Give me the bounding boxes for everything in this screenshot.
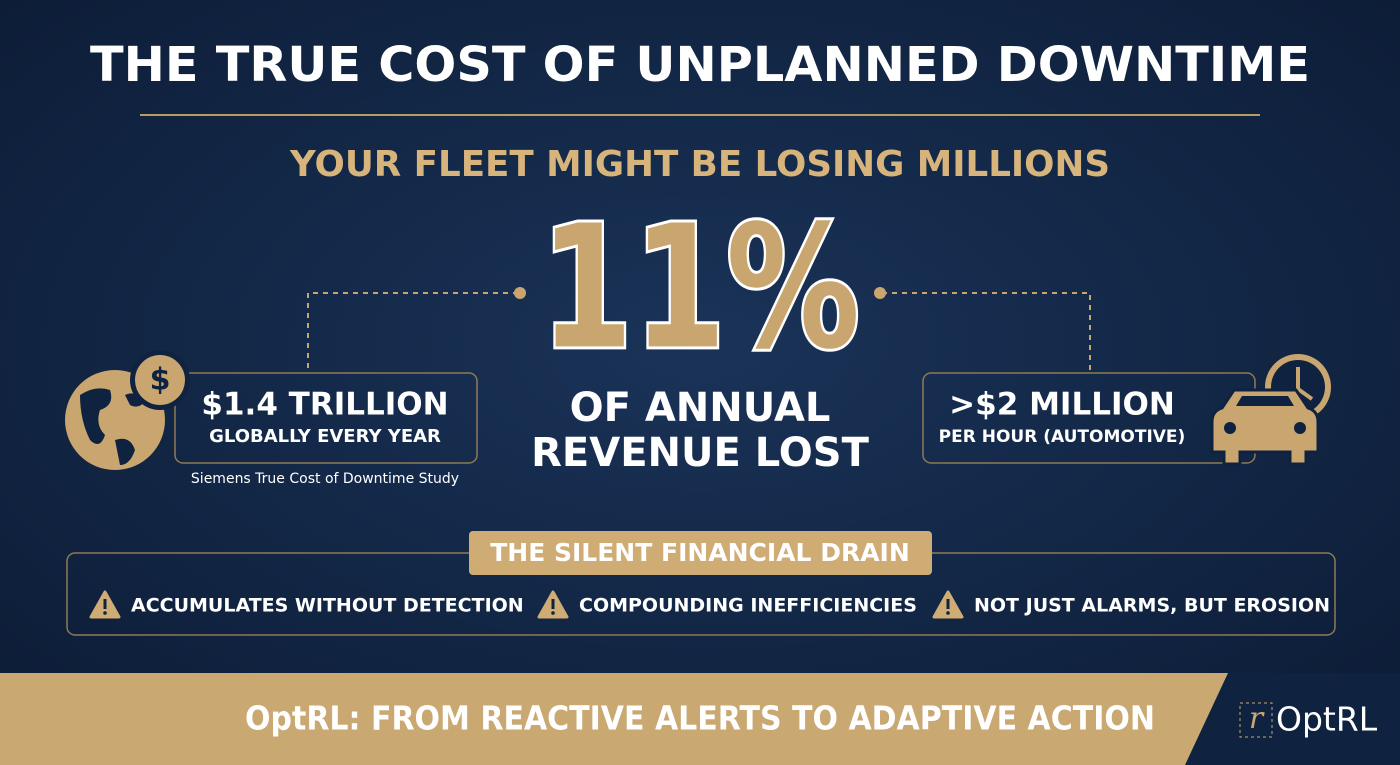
globe-icon: $: [65, 350, 190, 470]
title: THE TRUE COST OF UNPLANNED DOWNTIME: [90, 37, 1310, 93]
stat-caption: REVENUE LOST: [531, 430, 869, 476]
logo-mark: r: [1249, 701, 1265, 736]
tagline: OptRL: FROM REACTIVE ALERTS TO ADAPTIVE …: [245, 699, 1155, 738]
source: Siemens True Cost of Downtime Study: [191, 471, 459, 487]
warning-mark: [946, 599, 950, 609]
warning-mark: [551, 599, 555, 609]
dollar-symbol: $: [150, 363, 171, 398]
drain-tab: [469, 531, 932, 575]
drain-item: NOT JUST ALARMS, BUT EROSION: [974, 595, 1330, 617]
big-stat: 11%: [540, 189, 860, 387]
connectors: [307, 292, 1091, 372]
footer-logo-area: [1185, 673, 1400, 765]
warning-dot: [551, 611, 555, 615]
footer-band: [0, 673, 1400, 765]
drain-item: COMPOUNDING INEFFICIENCIES: [579, 595, 917, 617]
stat-box: [174, 372, 478, 464]
logo-text: OptRL: [1276, 700, 1378, 739]
subtitle: YOUR FLEET MIGHT BE LOSING MILLIONS: [289, 144, 1110, 185]
car-clock-icon: [1210, 354, 1331, 466]
connector-dot: [874, 287, 886, 299]
warning-mark: [103, 599, 107, 609]
drain-title: THE SILENT FINANCIAL DRAIN: [490, 538, 910, 567]
logo-frame: [1239, 702, 1273, 738]
stat-label: GLOBALLY EVERY YEAR: [209, 426, 441, 447]
stat-value: >$2 MILLION: [949, 387, 1175, 423]
warning-dot: [946, 611, 950, 615]
stat-value: $1.4 TRILLION: [201, 387, 448, 423]
warning-dot: [103, 611, 107, 615]
stat-label: PER HOUR (AUTOMOTIVE): [939, 427, 1186, 447]
drain-item: ACCUMULATES WITHOUT DETECTION: [131, 595, 524, 617]
connector-dot: [514, 287, 526, 299]
stat-caption: OF ANNUAL: [570, 385, 831, 431]
